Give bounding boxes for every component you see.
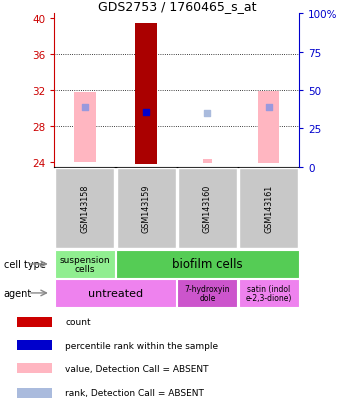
Text: cell type: cell type <box>4 259 46 269</box>
Bar <box>239 169 298 248</box>
Point <box>266 104 272 111</box>
Text: satin (indol
e-2,3-dione): satin (indol e-2,3-dione) <box>245 284 292 303</box>
Point <box>144 109 149 116</box>
Text: 7-hydroxyin
dole: 7-hydroxyin dole <box>185 284 230 303</box>
Text: value, Detection Call = ABSENT: value, Detection Call = ABSENT <box>65 364 209 373</box>
Bar <box>239 279 299 307</box>
Bar <box>55 250 115 278</box>
Bar <box>55 279 176 307</box>
Text: untreated: untreated <box>88 288 143 298</box>
Bar <box>258 92 279 164</box>
Text: biofilm cells: biofilm cells <box>172 258 243 271</box>
Text: GSM143161: GSM143161 <box>264 185 273 233</box>
Bar <box>74 93 96 163</box>
Bar <box>116 250 299 278</box>
Bar <box>55 169 114 248</box>
Text: suspension
cells: suspension cells <box>60 255 110 274</box>
Text: GSM143159: GSM143159 <box>142 184 150 233</box>
Text: agent: agent <box>4 288 32 298</box>
Text: GSM143160: GSM143160 <box>203 185 212 233</box>
Text: count: count <box>65 318 91 326</box>
Bar <box>17 340 51 350</box>
Bar <box>177 279 237 307</box>
Bar <box>117 169 175 248</box>
Bar <box>135 24 157 164</box>
Bar <box>203 159 212 164</box>
Title: GDS2753 / 1760465_s_at: GDS2753 / 1760465_s_at <box>98 0 256 13</box>
Text: GSM143158: GSM143158 <box>80 185 89 233</box>
Bar <box>17 317 51 327</box>
Bar <box>17 388 51 398</box>
Point <box>204 111 210 117</box>
Text: percentile rank within the sample: percentile rank within the sample <box>65 341 218 350</box>
Bar <box>178 169 237 248</box>
Bar <box>17 363 51 373</box>
Point <box>82 104 88 111</box>
Text: rank, Detection Call = ABSENT: rank, Detection Call = ABSENT <box>65 388 204 397</box>
